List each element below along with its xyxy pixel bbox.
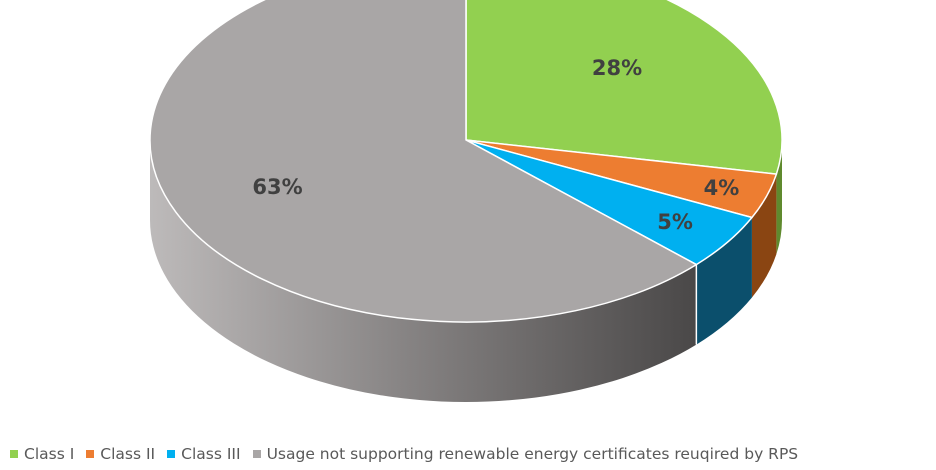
legend-swatch-class-i (10, 450, 18, 458)
pie-side-usage (150, 140, 697, 402)
legend-label-class-iii: Class III (181, 445, 241, 463)
legend-item-class-i[interactable]: Class I (10, 445, 74, 463)
pie-slice-class-i[interactable] (465, 0, 783, 175)
pie-side-class-i (776, 140, 782, 255)
data-label-usage: 63% (252, 175, 302, 199)
legend-label-usage: Usage not supporting renewable energy ce… (266, 445, 799, 463)
pie-sides (150, 140, 782, 402)
legend-item-class-ii[interactable]: Class II (86, 445, 155, 463)
legend-item-class-iii[interactable]: Class III (167, 445, 241, 463)
pie-data-labels: 28% 4% 5% 63% (252, 56, 739, 234)
legend-swatch-usage (252, 450, 261, 458)
pie-side-class-ii (751, 174, 777, 298)
pie-chart: 28% 4% 5% 63% (149, 0, 783, 402)
legend-swatch-class-ii (86, 450, 95, 458)
pie-side-class-iii (696, 217, 752, 345)
legend-label-class-ii: Class II (100, 445, 156, 463)
legend: Class I Class II Class III Usage not sup… (10, 442, 930, 466)
pie-slices (149, 0, 783, 323)
data-label-class-iii: 5% (657, 210, 693, 234)
data-label-class-i: 28% (592, 56, 642, 80)
legend-label-class-i: Class I (24, 445, 75, 463)
pie-slice-usage[interactable] (149, 0, 698, 323)
data-label-class-ii: 4% (704, 176, 740, 200)
legend-swatch-class-iii (167, 450, 176, 458)
legend-item-usage[interactable]: Usage not supporting renewable energy ce… (252, 445, 799, 463)
